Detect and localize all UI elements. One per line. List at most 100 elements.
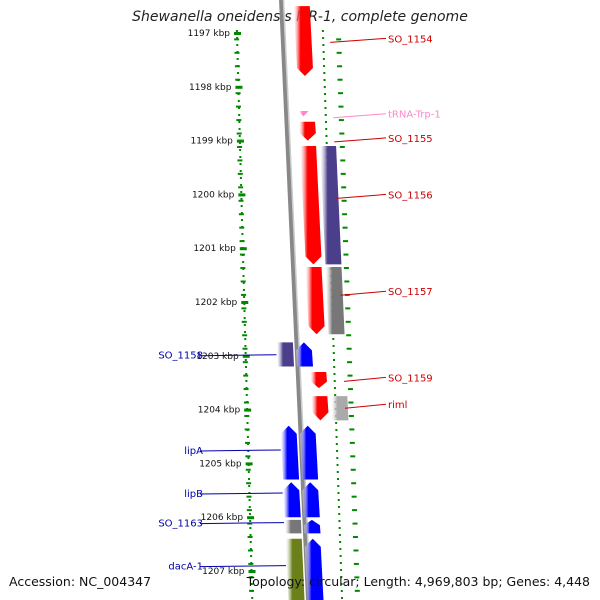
gene-label-tRNA-Trp-1: tRNA-Trp-1 — [388, 110, 441, 121]
rail-dot-right — [337, 492, 340, 494]
rail-dot-right — [339, 541, 342, 543]
rail-dot-right — [340, 576, 343, 578]
tick-left — [248, 576, 254, 579]
rail-dot-left — [243, 317, 246, 319]
tick-left — [234, 65, 240, 68]
label-line-reverse — [340, 290, 387, 296]
rail-dot-right — [333, 359, 336, 361]
rail-dot-right — [333, 387, 336, 389]
rail-dot-right — [340, 583, 343, 585]
rail-dot-left — [237, 72, 240, 74]
rail-dot-right — [333, 366, 336, 368]
gene-label-lipA: lipA — [184, 446, 203, 457]
rail-dot-left — [239, 170, 242, 172]
rail-dot-left — [250, 555, 253, 557]
gene-SO_1158_cds — [276, 342, 295, 367]
tick-right — [340, 172, 346, 175]
rail-dot-right — [325, 128, 328, 130]
gene-lipB — [302, 482, 320, 518]
ruler-tick-label: 1205 kbp — [199, 459, 242, 469]
rail-dot-right — [338, 534, 341, 536]
rail-dot-right — [336, 450, 339, 452]
ruler-major-tick — [238, 193, 246, 197]
label-line-forward — [199, 565, 286, 568]
rail-dot-left — [236, 44, 239, 46]
tick-left — [238, 186, 244, 189]
tick-right — [354, 576, 360, 579]
rail-dot-right — [322, 44, 325, 46]
tick-right — [338, 119, 344, 122]
rail-dot-right — [340, 569, 343, 571]
tick-left — [235, 105, 241, 108]
rail-dot-left — [249, 520, 252, 522]
rail-dot-right — [324, 100, 327, 102]
rail-dot-left — [249, 534, 252, 536]
tick-right — [352, 536, 358, 539]
tick-left — [244, 414, 250, 417]
rail-dot-right — [332, 345, 335, 347]
rail-dot-left — [243, 310, 246, 312]
tick-left — [234, 51, 240, 54]
ruler-tick-label: 1201 kbp — [193, 244, 236, 254]
rail-dot-left — [247, 471, 250, 473]
rail-dot-left — [240, 184, 243, 186]
rail-dot-left — [242, 261, 245, 263]
gene-label-SO_1155: SO_1155 — [388, 134, 433, 145]
rail-dot-right — [323, 79, 326, 81]
gene-label-SO_1158: SO_1158 — [158, 351, 203, 362]
tick-right — [340, 159, 346, 162]
rail-dot-left — [238, 121, 241, 123]
ruler-major-tick — [245, 462, 253, 466]
rail-dot-right — [323, 65, 326, 67]
tick-left — [243, 374, 249, 377]
gene-label-SO_1154: SO_1154 — [388, 34, 433, 45]
rail-dot-left — [240, 198, 243, 200]
tick-right — [346, 347, 352, 350]
rail-dot-left — [244, 352, 247, 354]
ruler-major-tick — [247, 516, 255, 520]
rail-dot-right — [335, 429, 338, 431]
rail-dot-left — [248, 485, 251, 487]
rail-dot-right — [332, 352, 335, 354]
gene-SO_1157 — [305, 267, 325, 335]
rail-dot-right — [333, 373, 336, 375]
rail-dot-left — [245, 394, 248, 396]
tick-right — [338, 105, 344, 108]
tick-right — [346, 334, 352, 337]
tick-left — [247, 522, 253, 525]
ruler-major-tick — [235, 85, 243, 89]
rail-dot-right — [322, 58, 325, 60]
gene-label-SO_1157: SO_1157 — [388, 287, 433, 298]
tick-left — [248, 562, 254, 565]
tick-left — [239, 226, 245, 229]
label-line-reverse — [334, 137, 387, 143]
rail-dot-right — [337, 478, 340, 480]
topology-label: Topology: circular; Length: 4,969,803 bp… — [246, 574, 590, 589]
tick-right — [351, 495, 357, 498]
tick-right — [341, 186, 347, 189]
rail-dot-left — [241, 233, 244, 235]
tick-right — [349, 441, 355, 444]
rail-dot-left — [248, 499, 251, 501]
rail-dot-right — [333, 380, 336, 382]
gene-label-dacA-1: dacA-1 — [168, 562, 203, 573]
tick-right — [342, 213, 348, 216]
rail-dot-left — [240, 205, 243, 207]
rail-dot-left — [244, 345, 247, 347]
ruler-major-tick — [244, 408, 252, 412]
tick-right — [350, 455, 356, 458]
tick-left — [242, 347, 248, 350]
rail-dot-right — [324, 121, 327, 123]
gene-tRNA-Trp-1 — [298, 111, 309, 117]
tick-left — [239, 253, 245, 256]
rail-dot-left — [243, 296, 246, 298]
tick-right — [347, 388, 353, 391]
label-line-reverse — [343, 376, 387, 382]
rail-dot-left — [237, 107, 240, 109]
label-line-forward — [199, 492, 283, 495]
rail-dot-left — [243, 324, 246, 326]
tick-left — [236, 132, 242, 135]
ruler-major-tick — [236, 139, 244, 143]
rail-dot-left — [249, 548, 252, 550]
